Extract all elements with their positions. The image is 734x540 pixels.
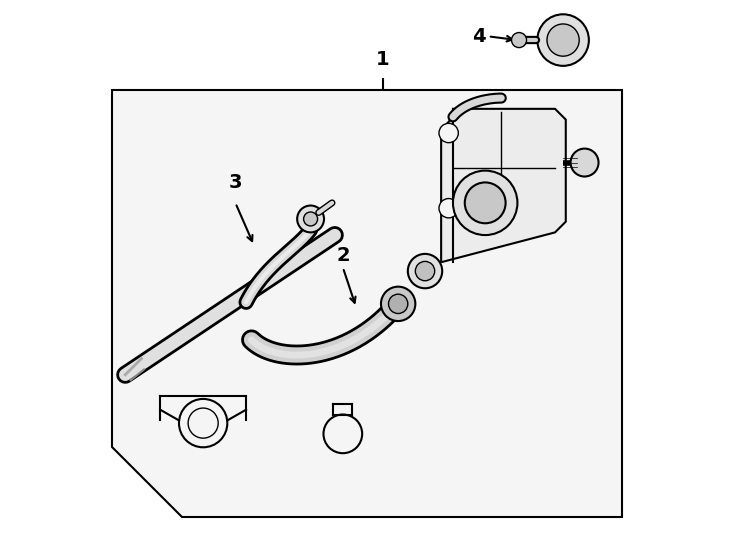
Circle shape bbox=[415, 261, 435, 281]
Circle shape bbox=[537, 14, 589, 66]
Circle shape bbox=[439, 199, 458, 218]
Circle shape bbox=[465, 183, 506, 223]
Circle shape bbox=[439, 123, 458, 143]
Text: 1: 1 bbox=[377, 50, 390, 69]
Circle shape bbox=[453, 171, 517, 235]
Polygon shape bbox=[441, 109, 566, 262]
Circle shape bbox=[547, 24, 579, 56]
Text: 3: 3 bbox=[228, 173, 242, 192]
Circle shape bbox=[304, 212, 318, 226]
Circle shape bbox=[512, 32, 526, 48]
Text: 4: 4 bbox=[471, 27, 485, 46]
Circle shape bbox=[381, 287, 415, 321]
Polygon shape bbox=[112, 90, 622, 517]
Circle shape bbox=[297, 206, 324, 232]
Circle shape bbox=[408, 254, 442, 288]
Circle shape bbox=[388, 294, 408, 314]
Text: 2: 2 bbox=[336, 246, 349, 265]
Circle shape bbox=[570, 148, 598, 177]
